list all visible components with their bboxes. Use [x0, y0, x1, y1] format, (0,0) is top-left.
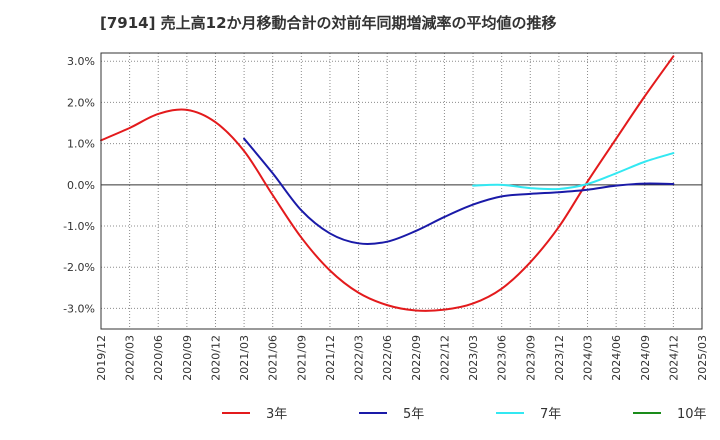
x-tick-label: 2023/03: [467, 335, 480, 381]
x-tick-label: 2019/12: [95, 335, 108, 381]
x-tick-label: 2024/09: [639, 335, 652, 381]
x-tick-label: 2024/03: [582, 335, 595, 381]
series-line-2: [243, 137, 675, 245]
x-tick-label: 2024/12: [667, 335, 680, 381]
y-tick-label: 2.0%: [67, 96, 95, 109]
y-tick-label: -2.0%: [63, 261, 95, 274]
x-tick-label: 2020/03: [124, 335, 137, 381]
x-tick-label: 2024/06: [610, 335, 623, 381]
x-tick-label: 2022/12: [438, 335, 451, 381]
x-tick-label: 2022/03: [353, 335, 366, 381]
y-tick-label: 1.0%: [67, 138, 95, 151]
x-tick-label: 2020/06: [152, 335, 165, 381]
y-tick-label: 0.0%: [67, 179, 95, 192]
grid-layer: [101, 53, 702, 329]
x-tick-label: 2021/06: [267, 335, 280, 381]
x-tick-label: 2020/09: [181, 335, 194, 381]
series-line-3: [472, 152, 675, 191]
series-layer: [100, 55, 675, 312]
y-tick-label: 3.0%: [67, 55, 95, 68]
x-tick-label: 2021/12: [324, 335, 337, 381]
x-tick-label: 2023/06: [496, 335, 509, 381]
plot-frame: [100, 52, 703, 330]
chart-title: [7914] 売上高12か月移動合計の対前年同期増減率の平均値の推移: [100, 14, 557, 32]
x-tick-label: 2022/06: [381, 335, 394, 381]
x-tick-label: 2021/03: [238, 335, 251, 381]
x-tick-label: 2020/12: [209, 335, 222, 381]
legend-label-2: 5年: [403, 407, 424, 422]
x-tick-label: 2023/12: [553, 335, 566, 381]
y-tick-label: -1.0%: [63, 220, 95, 233]
x-tick-label: 2022/09: [410, 335, 423, 381]
x-tick-label: 2025/03: [696, 335, 709, 381]
legend-label-4: 10年: [677, 407, 707, 422]
legend: 3年 5年 7年 10年: [222, 407, 707, 422]
series-line-1: [100, 55, 675, 312]
plot-background: [101, 53, 702, 329]
axis-layer: 3.0% 2.0% 1.0% 0.0% -1.0% -2.0% -3.0% 2019/12 20…: [63, 55, 709, 380]
y-tick-label: -3.0%: [63, 302, 95, 315]
x-tick-label: 2023/09: [524, 335, 537, 381]
x-tick-label: 2021/09: [295, 335, 308, 381]
legend-label-1: 3年: [266, 407, 287, 422]
legend-label-3: 7年: [540, 407, 561, 422]
